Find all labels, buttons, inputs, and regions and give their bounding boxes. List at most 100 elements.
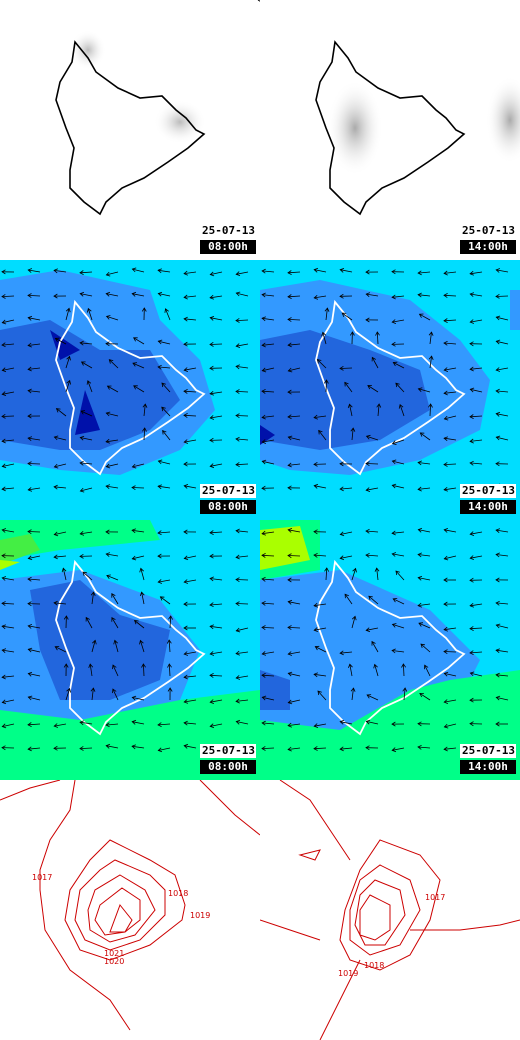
- wind-arrow-head: [443, 746, 448, 752]
- wind-arrow: [28, 437, 41, 441]
- wind-arrow: [365, 463, 379, 465]
- wind-arrow-head: [1, 413, 6, 419]
- wind-arrow: [27, 531, 41, 533]
- wind-arrow-head: [183, 555, 189, 561]
- wind-arrow: [443, 651, 457, 653]
- wind-arrow-head: [469, 414, 474, 419]
- wind-arrow-head: [443, 270, 448, 276]
- wind-arrow-head: [1, 438, 6, 444]
- wind-arrow: [392, 531, 405, 534]
- wind-arrow-head: [365, 434, 371, 440]
- wind-arrow-head: [402, 687, 408, 692]
- wind-arrow: [322, 332, 327, 345]
- wind-arrow: [314, 723, 327, 727]
- wind-arrow-head: [339, 719, 345, 725]
- wind-arrow: [106, 485, 119, 489]
- wind-arrow: [183, 390, 197, 393]
- wind-arrow-head: [112, 664, 117, 670]
- wind-arrow: [340, 555, 353, 559]
- wind-arrow: [429, 356, 432, 369]
- wind-arrow-head: [391, 530, 396, 536]
- wind-arrow: [158, 293, 171, 297]
- wind-arrow: [403, 663, 405, 677]
- wind-arrow: [54, 270, 67, 273]
- wind-arrow: [28, 555, 41, 559]
- wind-arrow-head: [79, 291, 85, 297]
- wind-arrow: [27, 723, 41, 726]
- wind-arrow-head: [183, 316, 188, 322]
- wind-arrow: [288, 651, 301, 655]
- wind-arrow-head: [27, 576, 32, 582]
- wind-arrow: [419, 313, 431, 321]
- wind-arrow-head: [395, 570, 400, 576]
- wind-arrow: [444, 367, 457, 371]
- wind-arrow: [344, 382, 353, 393]
- wind-arrow-head: [443, 367, 449, 372]
- wind-arrow-head: [324, 567, 330, 572]
- wind-arrow-head: [1, 723, 7, 729]
- wind-arrow-head: [27, 647, 33, 653]
- wind-arrow: [54, 486, 67, 489]
- wind-arrow-head: [183, 579, 189, 584]
- wind-arrow-head: [428, 403, 433, 408]
- wind-arrow-head: [313, 723, 319, 728]
- wind-arrow-head: [27, 461, 32, 467]
- temp-field-zone: [0, 534, 40, 565]
- wind-arrow: [28, 696, 41, 701]
- wind-arrow: [80, 410, 93, 417]
- wind-arrow: [161, 406, 171, 417]
- wind-arrow: [1, 602, 15, 605]
- wind-arrow: [288, 367, 301, 372]
- wind-arrow-head: [133, 337, 138, 342]
- pressure-panel-08: 1017 1018 1019 1021 1020: [0, 780, 260, 1040]
- wind-arrow: [2, 487, 15, 490]
- date-label: 25-07-13: [200, 744, 256, 758]
- wind-arrow: [28, 648, 41, 653]
- wind-arrow-head: [495, 461, 500, 467]
- isobar: [260, 919, 321, 941]
- wind-arrow-head: [443, 486, 448, 492]
- wind-arrow-head: [166, 639, 172, 644]
- wind-arrow-head: [495, 315, 501, 321]
- wind-arrow-head: [132, 362, 138, 367]
- precip-blob: [154, 100, 206, 144]
- wind-arrow-head: [417, 527, 423, 533]
- wind-arrow-head: [287, 485, 292, 491]
- wind-arrow-head: [161, 382, 166, 388]
- wind-arrow-head: [235, 343, 241, 348]
- isobar: [319, 959, 361, 1040]
- wind-arrow: [161, 382, 171, 393]
- wind-arrow-head: [424, 664, 429, 670]
- wind-arrow-head: [105, 722, 110, 728]
- wind-arrow-head: [209, 553, 214, 559]
- wind-arrow: [288, 343, 301, 346]
- wind-arrow-head: [317, 690, 322, 696]
- wind-arrow: [443, 342, 457, 345]
- wind-arrow-head: [287, 746, 292, 752]
- isobar: [94, 887, 141, 936]
- wind-arrow: [143, 404, 146, 417]
- wind-arrow: [395, 382, 405, 393]
- wind-arrow: [28, 625, 41, 629]
- wind-arrow-head: [27, 601, 32, 607]
- wind-arrow: [210, 699, 223, 703]
- wind-arrow-head: [443, 577, 448, 583]
- wind-arrow-head: [79, 270, 84, 275]
- wind-arrow: [132, 293, 145, 297]
- wind-arrow: [376, 568, 379, 581]
- wind-arrow: [351, 688, 354, 701]
- wind-arrow-head: [365, 719, 371, 725]
- wind-arrow: [168, 663, 171, 677]
- wind-arrow: [429, 403, 431, 417]
- temp-panel-14: 25-07-13 14:00h: [260, 520, 520, 780]
- wind-arrow: [368, 595, 379, 605]
- wind-arrow-head: [142, 403, 148, 408]
- wind-arrow-head: [105, 463, 111, 469]
- wind-arrow-head: [183, 699, 189, 704]
- wind-arrow: [157, 531, 171, 534]
- wind-arrow-head: [164, 308, 169, 313]
- wind-arrow-head: [417, 387, 423, 392]
- wind-arrow-head: [53, 463, 59, 469]
- wind-arrow: [496, 697, 509, 701]
- wind-arrow-head: [209, 699, 215, 704]
